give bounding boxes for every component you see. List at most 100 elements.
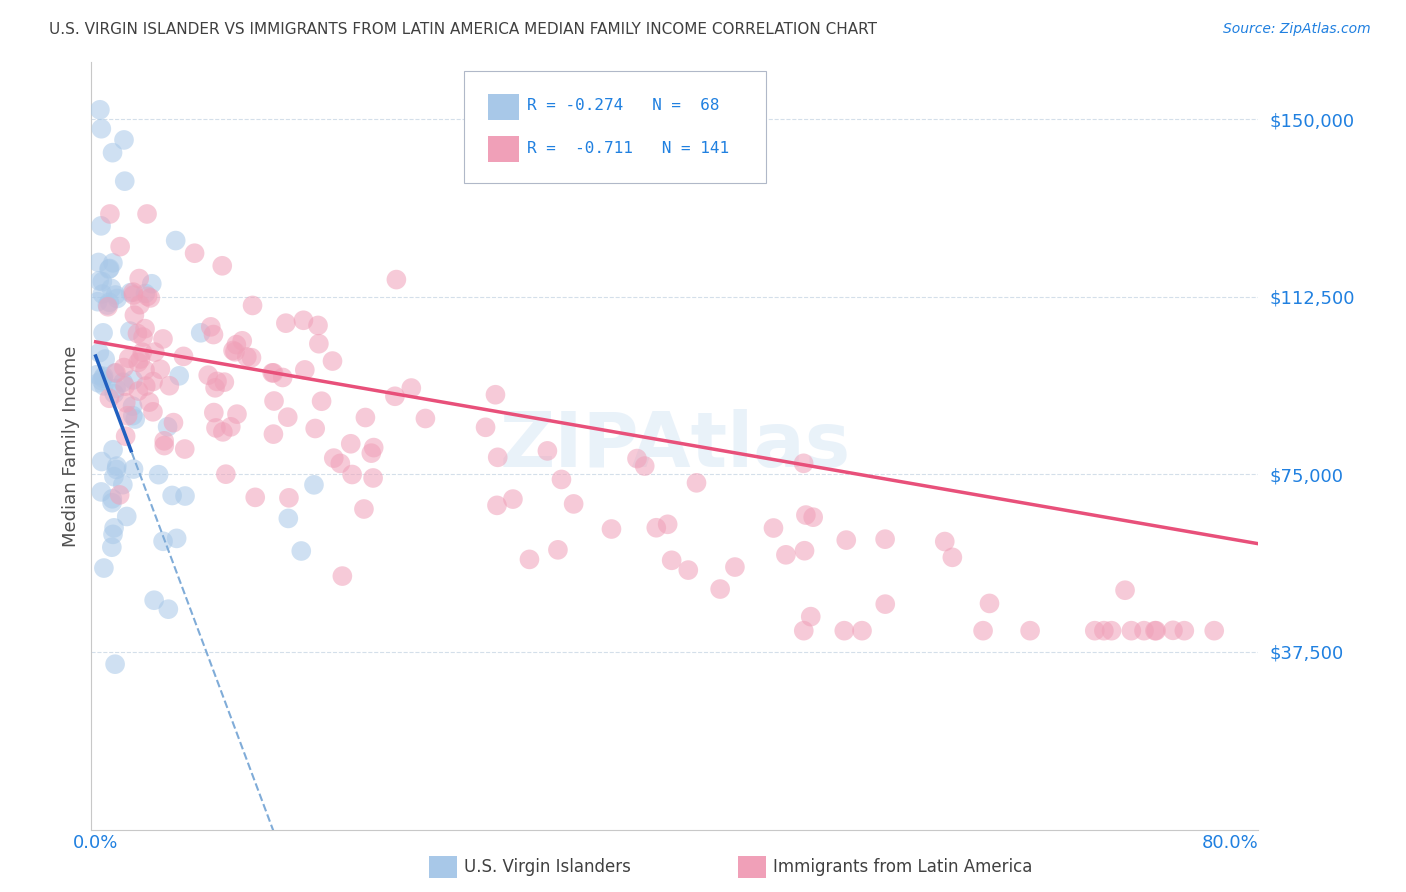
Point — [262, 427, 284, 442]
Point — [136, 207, 159, 221]
Point — [215, 467, 238, 482]
Point — [685, 475, 707, 490]
Point — [91, 275, 114, 289]
Point — [105, 381, 128, 395]
Point — [90, 219, 112, 233]
Point — [385, 272, 408, 286]
Point — [122, 373, 145, 387]
Point — [89, 345, 111, 359]
Point — [120, 285, 142, 300]
Point — [486, 450, 509, 465]
Point — [101, 491, 124, 506]
Point — [114, 429, 136, 443]
Point — [115, 509, 138, 524]
Point — [200, 319, 222, 334]
Point — [304, 421, 326, 435]
Point — [93, 561, 115, 575]
Point — [329, 456, 352, 470]
Point — [108, 239, 131, 253]
Point — [143, 345, 166, 359]
Point — [89, 274, 111, 288]
Point — [212, 425, 235, 439]
Point — [793, 624, 815, 638]
Point — [103, 386, 125, 401]
Point — [363, 441, 385, 455]
Point — [183, 246, 205, 260]
Point — [101, 442, 124, 457]
Point — [153, 434, 176, 448]
Point — [124, 412, 146, 426]
Text: U.S. Virgin Islanders: U.S. Virgin Islanders — [464, 858, 631, 876]
Point — [224, 344, 246, 359]
Point — [105, 462, 128, 476]
Point — [152, 332, 174, 346]
Point — [634, 458, 657, 473]
Point — [105, 366, 128, 380]
Point — [91, 371, 114, 385]
Point — [274, 316, 297, 330]
Point — [90, 374, 112, 388]
Point — [101, 256, 124, 270]
Point — [190, 326, 212, 340]
Point — [204, 381, 226, 395]
Point — [94, 352, 117, 367]
Point — [484, 388, 506, 402]
Point — [104, 288, 127, 302]
Point — [101, 527, 124, 541]
Point — [174, 489, 197, 503]
Point — [122, 462, 145, 476]
Point — [134, 321, 156, 335]
Point — [1092, 624, 1115, 638]
Point — [245, 491, 267, 505]
Point — [96, 298, 118, 312]
Point — [124, 308, 146, 322]
Point — [104, 657, 127, 672]
Point — [90, 454, 112, 468]
Point — [724, 560, 747, 574]
Point — [236, 350, 259, 364]
Point — [263, 366, 285, 380]
Point — [519, 552, 541, 566]
Point — [242, 298, 264, 312]
Point — [1114, 583, 1136, 598]
Point — [98, 262, 121, 277]
Point — [219, 420, 242, 434]
Point — [98, 207, 121, 221]
Point — [794, 508, 817, 522]
Point — [97, 300, 120, 314]
Point — [139, 291, 162, 305]
Point — [103, 469, 125, 483]
Point — [277, 410, 299, 425]
Point — [112, 360, 135, 375]
Point — [271, 370, 294, 384]
Point — [339, 437, 361, 451]
Point — [1143, 624, 1166, 638]
Point — [941, 550, 963, 565]
Point — [278, 491, 301, 505]
Point — [136, 289, 159, 303]
Point — [152, 534, 174, 549]
Point — [262, 366, 284, 380]
Point — [105, 292, 128, 306]
Point — [835, 533, 858, 547]
Point — [211, 259, 233, 273]
Point — [118, 324, 141, 338]
Point — [1121, 624, 1143, 638]
Point — [678, 563, 700, 577]
Point — [101, 496, 124, 510]
Point — [550, 473, 572, 487]
Point — [121, 399, 143, 413]
Point — [875, 597, 897, 611]
Point — [128, 271, 150, 285]
Point — [353, 502, 375, 516]
Point — [114, 379, 136, 393]
Point — [972, 624, 994, 638]
Point — [354, 410, 377, 425]
Point — [157, 378, 180, 392]
Point — [173, 442, 195, 456]
Point — [87, 255, 110, 269]
Point — [87, 294, 110, 309]
Point — [101, 145, 124, 160]
Point — [657, 517, 679, 532]
Point — [536, 443, 558, 458]
